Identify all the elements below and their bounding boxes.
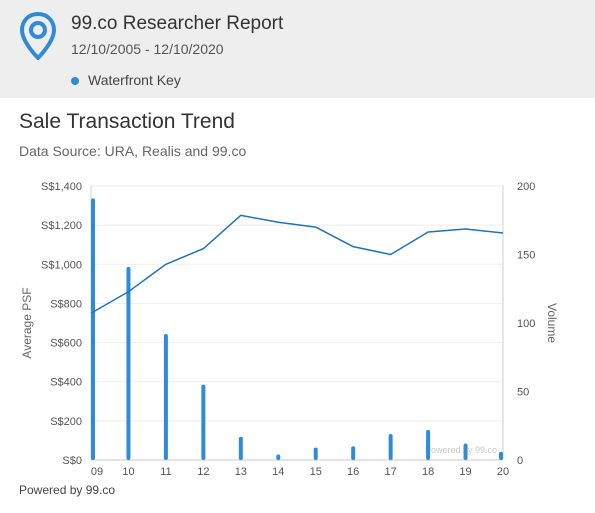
average-psf-line: [90, 214, 504, 314]
y-right-tick-label: 100: [517, 318, 535, 330]
volume-bar: [238, 436, 243, 460]
legend-dot-icon: [71, 77, 79, 85]
volume-bar: [351, 446, 356, 460]
volume-bar: [91, 198, 95, 460]
report-header: 99.co Researcher Report 12/10/2005 - 12/…: [0, 0, 595, 98]
y-right-tick-label: 50: [517, 387, 529, 399]
y-left-tick-label: S$1,400: [41, 181, 82, 193]
x-tick-label: 20: [497, 466, 509, 478]
volume-bar: [499, 451, 503, 460]
x-tick-label: 15: [310, 466, 322, 478]
powered-by-footer: Powered by 99.co: [19, 483, 116, 497]
x-tick-label: 19: [459, 466, 471, 478]
date-range: 12/10/2005 - 12/10/2020: [71, 41, 224, 57]
volume-bar: [388, 433, 393, 460]
chart-subtitle: Data Source: URA, Realis and 99.co: [19, 143, 247, 159]
x-tick-label: 10: [122, 466, 134, 478]
x-tick-label: 17: [385, 466, 397, 478]
chart-title: Sale Transaction Trend: [19, 110, 235, 133]
y-left-tick-label: S$600: [50, 338, 82, 350]
x-tick-label: 13: [235, 466, 247, 478]
chart-watermark: Powered by 99.co: [425, 445, 497, 455]
volume-bar: [126, 266, 131, 460]
y-left-tick-label: S$400: [50, 377, 82, 389]
location-pin-icon: [20, 12, 56, 60]
volume-bar: [163, 333, 168, 460]
x-tick-label: 12: [197, 466, 209, 478]
volume-bar: [276, 454, 281, 460]
volume-bar: [426, 429, 431, 460]
x-tick-label: 14: [272, 466, 284, 478]
x-tick-label: 16: [347, 466, 359, 478]
y-right-tick-label: 0: [517, 455, 523, 467]
y-right-tick-label: 200: [517, 181, 535, 193]
y-left-tick-label: S$1,200: [41, 220, 82, 232]
report-title: 99.co Researcher Report: [71, 13, 284, 34]
y-left-axis-title: Average PSF: [20, 287, 34, 358]
sale-transaction-chart: S$0 S$200 S$400 S$600 S$800 S$1,000 S$1,200 S$1…: [20, 181, 559, 478]
volume-bar: [463, 443, 468, 460]
volume-bar: [201, 384, 206, 460]
y-left-tick-label: S$0: [62, 455, 82, 467]
x-tick-label: 18: [422, 466, 434, 478]
legend-label: Waterfront Key: [88, 72, 181, 88]
y-left-tick-label: S$800: [50, 298, 82, 310]
x-tick-label: 09: [91, 466, 103, 478]
y-left-tick-label: S$200: [50, 416, 82, 428]
volume-bar: [313, 447, 318, 460]
x-tick-label: 11: [160, 466, 171, 478]
y-right-tick-label: 150: [517, 250, 535, 262]
y-left-tick-label: S$1,000: [41, 259, 82, 271]
y-right-axis-title: Volume: [545, 303, 559, 343]
